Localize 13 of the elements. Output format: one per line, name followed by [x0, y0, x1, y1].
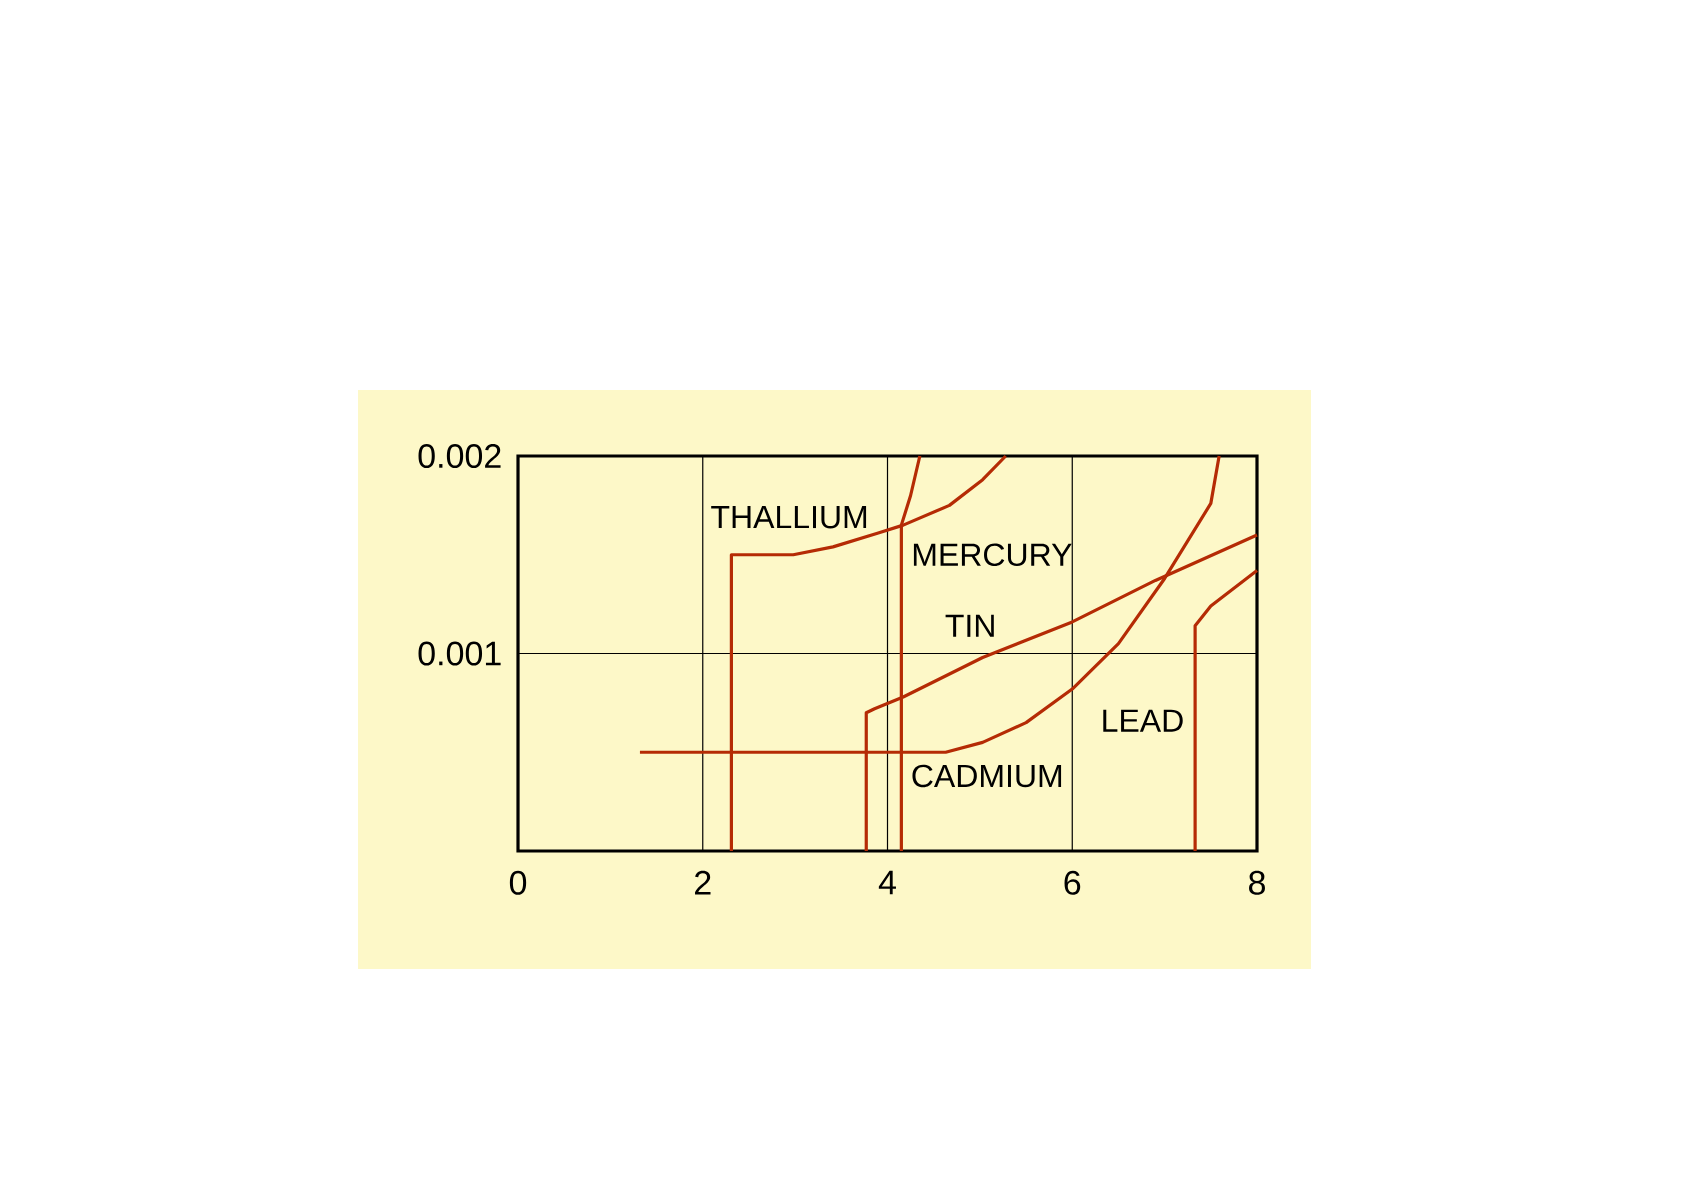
series-label: THALLIUM: [711, 506, 867, 529]
y-tick-label: 0.001: [418, 641, 501, 666]
series-label: CADMIUM: [912, 764, 1062, 788]
x-tick-label: 6: [1064, 870, 1081, 895]
x-tick-label: 2: [695, 870, 711, 895]
y-tick-label: 0.002: [418, 443, 501, 469]
series-label: LEAD: [1103, 709, 1183, 732]
x-tick-label: 0: [509, 870, 527, 895]
line-series: [1193, 568, 1259, 853]
x-tick-label: 4: [878, 870, 896, 895]
series-label: MERCURY: [913, 543, 1072, 567]
series-label: TIN: [945, 614, 994, 637]
x-tick-label: 8: [1249, 870, 1265, 895]
